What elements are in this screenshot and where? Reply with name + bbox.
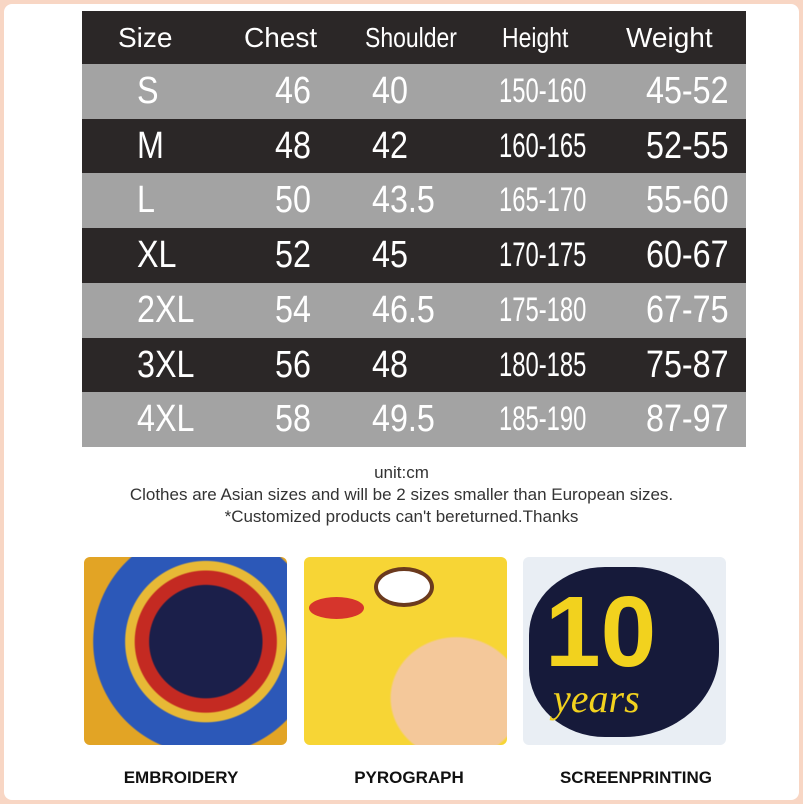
size-row: 2XL 54 46.5 175-180 67-75 [82,282,746,338]
size-cell: 54 [275,288,311,331]
size-row: L 50 43.5 165-170 55-60 [82,173,746,229]
size-cell: 45 [372,234,408,277]
size-cell: 40 [372,70,408,112]
size-cell: 2XL [137,288,195,331]
column-header: Shoulder [365,21,457,53]
size-cell: 4XL [137,398,195,441]
size-row: 3XL 56 48 180-185 75-87 [82,337,746,393]
size-cell: 50 [275,179,311,222]
size-cell: 58 [275,398,311,441]
pyrograph-sample-image [304,557,507,745]
size-cell: 150-160 [499,72,587,110]
size-cell: 52-55 [646,124,729,167]
size-row: 4XL 58 49.5 185-190 87-97 [82,392,746,448]
size-chart: Size Chest Shoulder Height Weight S 46 40 150-16… [82,11,746,448]
size-cell: 48 [372,343,408,386]
size-cell: 87-97 [646,398,729,441]
size-cell: 75-87 [646,343,729,386]
size-cell: 45-52 [646,70,729,112]
pyrograph-label: PYROGRAPH [354,768,464,787]
return-note: *Customized products can't bereturned.Th… [224,507,579,526]
embroidery-sample-image [84,557,287,745]
size-cell: 160-165 [499,126,587,165]
embroidery-label: EMBROIDERY [123,768,239,787]
unit-note: unit:cm [374,463,429,482]
size-cell: 165-170 [499,181,587,220]
size-cell: 42 [372,124,408,167]
screenprinting-label: SCREENPRINTING [559,768,713,787]
size-chart-header: Size Chest Shoulder Height Weight [82,11,746,64]
size-cell: 3XL [137,343,195,386]
size-cell: 175-180 [499,290,587,329]
size-cell: 60-67 [646,234,729,277]
size-cell: 170-175 [499,236,587,275]
size-cell: 46 [275,70,311,112]
size-cell: 48 [275,124,311,167]
column-header: Height [502,21,569,53]
column-header: Weight [626,21,713,53]
column-header: Size [118,21,173,53]
size-cell: 185-190 [499,400,587,439]
size-cell: XL [137,234,177,277]
size-cell: 46.5 [372,288,435,331]
size-cell: 52 [275,234,311,277]
size-cell: 55-60 [646,179,729,222]
size-cell: 49.5 [372,398,435,441]
size-cell: L [137,179,155,222]
size-cell: S [137,70,159,112]
size-notes: unit:cm Clothes are Asian sizes and will… [0,462,803,528]
size-row: M 48 42 160-165 52-55 [82,118,746,174]
size-row: S 46 40 150-160 45-52 [82,64,746,119]
asian-size-note: Clothes are Asian sizes and will be 2 si… [129,485,674,504]
size-cell: 56 [275,343,311,386]
size-cell: 180-185 [499,345,587,384]
size-cell: 43.5 [372,179,435,222]
size-cell: M [137,124,164,167]
column-header: Chest [244,21,318,53]
screenprinting-sample-image: 10 years [523,557,726,745]
size-cell: 67-75 [646,288,729,331]
size-row: XL 52 45 170-175 60-67 [82,228,746,284]
